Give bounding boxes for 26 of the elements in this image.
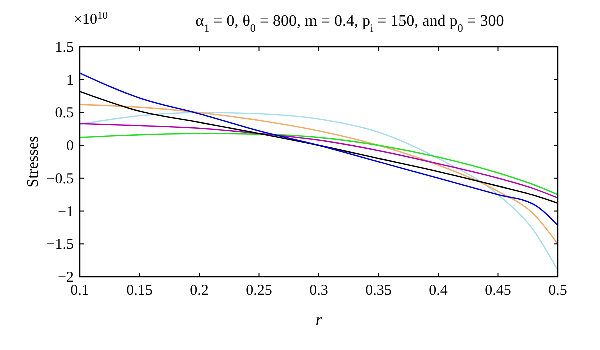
y-tick-label: 0 <box>66 138 74 155</box>
line-series <box>80 123 558 199</box>
x-tick-label: 0.2 <box>190 283 209 299</box>
text: ×10$^{10}$ <box>74 10 108 28</box>
x-tick-label: 0.45 <box>485 283 512 299</box>
x-tick-label: 0.5 <box>548 283 568 299</box>
y-tick-label: −0.5 <box>46 171 74 188</box>
y-axis-title: Stresses <box>25 136 42 188</box>
y-tick-label: −1 <box>58 204 74 220</box>
x-tick-label: 0.1 <box>70 283 90 299</box>
chart-title: α$_{1}$ = 0, θ$_{0}$ = 800, m = 0.4, p$_{i}$ = 150, and p$_{0}$ = 300 <box>196 13 504 35</box>
line-series <box>80 112 558 272</box>
line-series <box>80 72 558 226</box>
y-tick-label: 1.5 <box>55 40 74 56</box>
y-tick-label: −1.5 <box>46 237 74 254</box>
line-series <box>80 104 558 245</box>
x-tick-label: 0.4 <box>429 283 448 299</box>
y-tick-label: 0.5 <box>55 106 74 122</box>
y-tick-label: 1 <box>66 72 74 89</box>
x-tick-label: 0.35 <box>366 283 392 299</box>
x-tick-label: 0.15 <box>126 283 153 299</box>
y-tick-label: −2 <box>58 270 74 286</box>
x-tick-label: 0.3 <box>310 283 328 299</box>
x-tick-label: 0.25 <box>246 283 272 299</box>
x-axis-title: r <box>316 312 323 329</box>
line-series <box>80 133 558 196</box>
